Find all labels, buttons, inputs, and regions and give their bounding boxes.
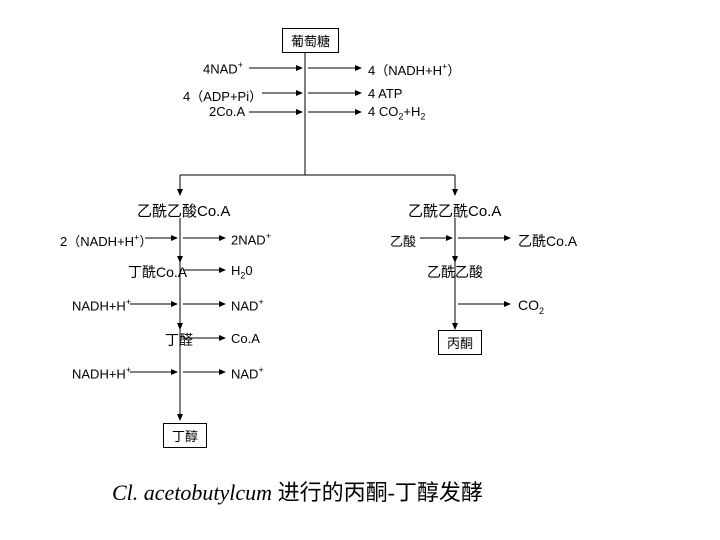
- figure-caption: Cl. acetobutylcum 进行的丙酮-丁醇发酵: [112, 475, 483, 507]
- label-acetic-acid: 乙酸: [390, 231, 416, 250]
- node-butyraldehyde: 丁醛: [165, 330, 193, 350]
- label-2nad: 2NAD+: [231, 231, 271, 247]
- label-nadhh1: NADH+H+: [72, 297, 131, 313]
- node-acetone: 丙酮: [438, 330, 482, 355]
- label-coa: Co.A: [231, 331, 260, 346]
- label-4atp: 4 ATP: [368, 86, 402, 101]
- arrows-layer: [0, 0, 720, 540]
- node-butanol: 丁醇: [163, 423, 207, 448]
- label-co2: CO2: [518, 297, 544, 316]
- label-4nadhh: 4（NADH+H+）: [368, 60, 460, 79]
- node-butyryl-coa: 丁酰Co.A: [128, 262, 187, 282]
- label-nad2: NAD+: [231, 365, 264, 381]
- label-acetyl-coa: 乙酰Co.A: [518, 231, 577, 251]
- label-2coa: 2Co.A: [209, 104, 245, 119]
- label-h2o: H20: [231, 263, 253, 281]
- node-acetoacetic-acid: 乙酰乙酸: [427, 262, 483, 282]
- node-acetoacetyl-coa-right: 乙酰乙酰Co.A: [408, 200, 501, 221]
- node-glucose: 葡萄糖: [282, 28, 339, 53]
- node-acetoacetyl-coa-left: 乙酰乙酸Co.A: [137, 200, 230, 221]
- label-4adppi: 4（ADP+Pi）: [183, 86, 262, 105]
- caption-cn: 进行的丙酮-丁醇发酵: [278, 480, 483, 505]
- label-nad1: NAD+: [231, 297, 264, 313]
- label-nadhh2: NADH+H+: [72, 365, 131, 381]
- label-4co2h2: 4 CO2+H2: [368, 104, 425, 122]
- label-2nadhh: 2（NADH+H+）: [60, 231, 152, 250]
- label-4nad: 4NAD+: [203, 60, 243, 76]
- caption-latin: Cl. acetobutylcum: [112, 480, 278, 505]
